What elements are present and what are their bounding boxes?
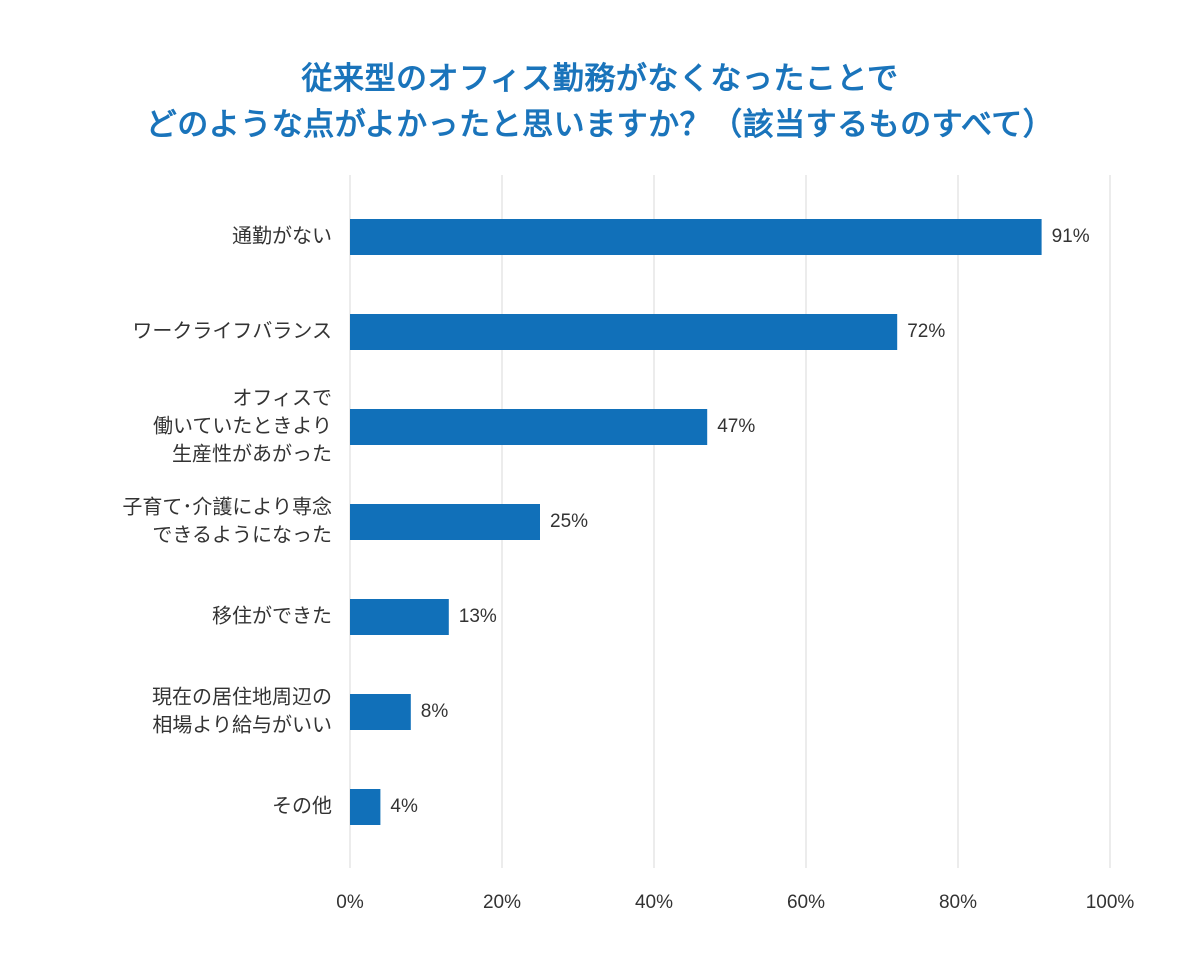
value-labels: 91% 72% 47% 25% 13% 8% 4% [390,226,1089,817]
data-label: 13% [459,606,497,627]
chart-title: 従来型のオフィス勤務がなくなったことで どのような点がよかったと思いますか？（該… [0,56,1200,148]
category-label: 生産性があがった [172,442,332,466]
bar [350,409,708,445]
bar [350,789,381,825]
x-tick-label: 0% [336,892,364,913]
bar [350,314,898,350]
x-tick-label: 60% [787,892,825,913]
bars [350,219,1042,825]
category-label: 移住ができた [212,604,332,628]
data-label: 72% [907,321,945,342]
category-label: 働いていたときより [153,414,332,438]
data-label: 25% [550,511,588,532]
category-label: ワークライフバランス [132,319,332,343]
category-label: 相場より給与がいい [152,713,332,737]
category-label: 子育て･介護により専念 [122,495,332,519]
category-labels: 通勤がないワークライフバランスオフィスで働いていたときより生産性があがった子育て… [122,224,332,818]
data-label: 91% [1052,226,1090,247]
category-label: オフィスで [232,386,332,410]
bar [350,694,411,730]
chart-title-line-1: 従来型のオフィス勤務がなくなったことで [301,61,899,97]
x-tick-label: 20% [483,892,521,913]
category-label: 通勤がない [232,224,332,248]
bar [350,599,449,635]
chart-title-line-2: どのような点がよかったと思いますか？（該当するものすべて） [145,107,1055,143]
bar [350,219,1042,255]
data-label: 4% [390,796,418,817]
x-tick-label: 40% [635,892,673,913]
x-tick-label: 100% [1086,892,1135,913]
category-label: 現在の居住地周辺の [152,685,332,709]
x-tick-label: 80% [939,892,977,913]
data-label: 47% [717,416,755,437]
x-axis-ticks: 0% 20% 40% 60% 80% 100% [336,892,1134,913]
bar [350,504,540,540]
data-label: 8% [421,701,449,722]
category-label: その他 [272,794,332,818]
category-label: できるようになった [152,523,332,547]
